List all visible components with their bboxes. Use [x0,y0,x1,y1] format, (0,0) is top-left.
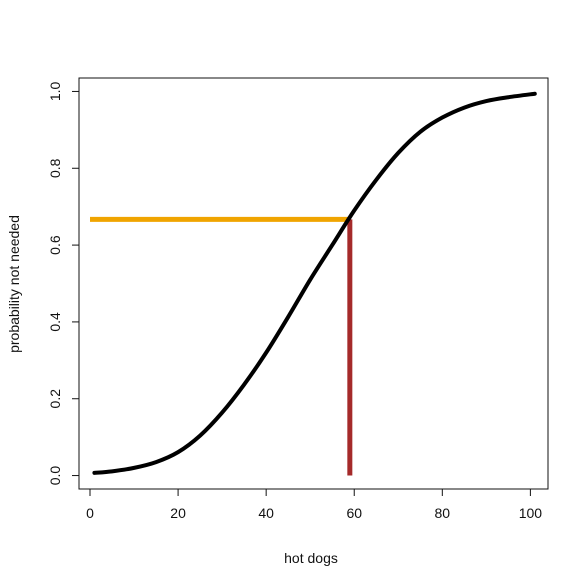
probability-curve [92,91,537,475]
x-tick-label: 0 [86,505,94,521]
y-tick-label: 0.4 [47,312,63,332]
series-layer [92,91,537,475]
x-tick-label: 60 [346,505,362,521]
y-tick-label: 0.6 [47,235,63,255]
y-axis: 0.0 0.2 0.4 0.6 0.8 1.0 [47,82,80,486]
x-tick-label: 40 [258,505,274,521]
y-axis-title: probability not needed [6,215,22,353]
x-axis: 0 20 40 60 80 100 [86,488,543,521]
x-tick-label: 20 [170,505,186,521]
y-tick-label: 1.0 [47,82,63,102]
reference-lines [90,216,353,476]
x-tick-label: 80 [435,505,451,521]
x-tick-label: 100 [519,505,543,521]
y-tick-label: 0.2 [47,389,63,409]
y-tick-label: 0.0 [47,466,63,486]
y-tick-label: 0.8 [47,158,63,178]
x-axis-title: hot dogs [284,550,338,566]
